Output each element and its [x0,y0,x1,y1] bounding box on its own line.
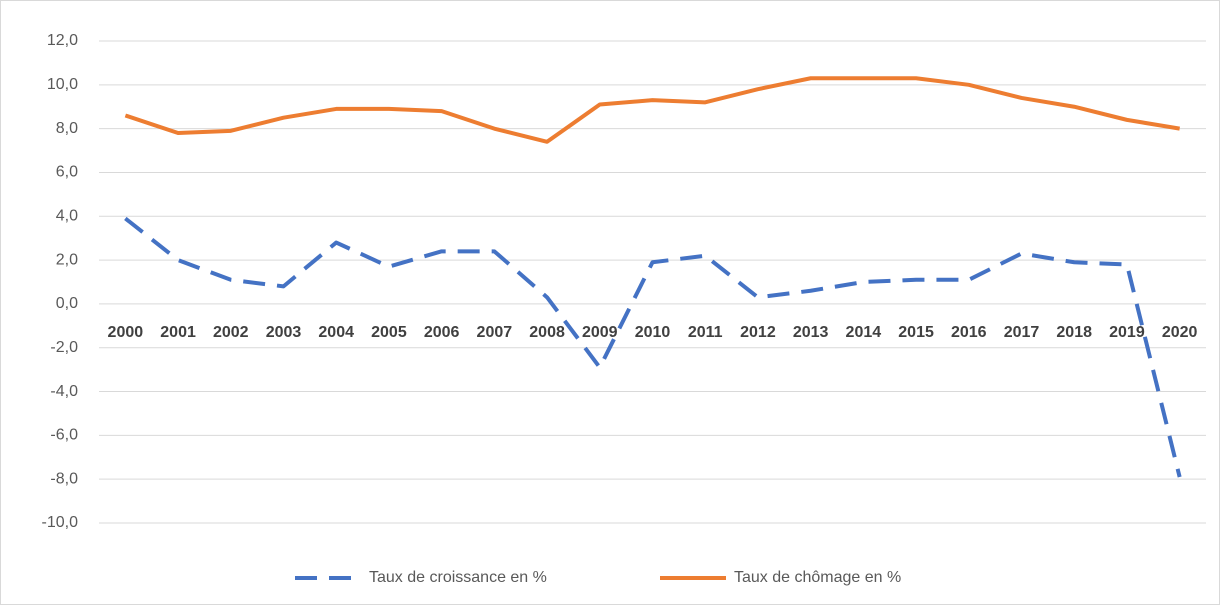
legend-label: Taux de croissance en % [369,569,547,586]
y-tick-label: 2,0 [56,251,78,268]
series-line [124,216,1182,478]
x-tick-label: 2009 [582,324,618,341]
x-tick-label: 2017 [1004,324,1040,341]
x-tick-label: 2001 [160,324,196,341]
x-tick-label: 2008 [529,324,565,341]
y-tick-label: 8,0 [56,120,78,137]
y-tick-label: -6,0 [50,427,78,444]
y-tick-label: -10,0 [42,514,79,531]
x-tick-label: 2013 [793,324,829,341]
x-tick-label: 2016 [951,324,987,341]
x-tick-label: 2003 [266,324,302,341]
x-tick-label: 2015 [898,324,934,341]
x-tick-label: 2004 [318,324,354,341]
y-tick-label: -2,0 [50,339,78,356]
x-tick-label: 2011 [688,324,723,341]
x-tick-label: 2010 [635,324,671,341]
x-tick-label: 2019 [1109,324,1145,341]
y-tick-label: -8,0 [50,470,78,487]
x-tick-label: 2000 [108,324,144,341]
y-tick-label: 12,0 [47,32,78,49]
x-tick-label: 2018 [1056,324,1092,341]
x-tick-label: 2014 [846,324,882,341]
x-tick-label: 2006 [424,324,460,341]
x-tick-label: 2002 [213,324,249,341]
y-tick-label: 10,0 [47,76,78,93]
x-tick-label: 2020 [1162,324,1198,341]
y-tick-label: 0,0 [56,295,78,312]
x-tick-label: 2012 [740,324,776,341]
x-tick-label: 2007 [477,324,513,341]
series-line [124,76,1180,144]
legend-label: Taux de chômage en % [734,569,901,586]
y-tick-label: 6,0 [56,164,78,181]
y-tick-label: 4,0 [56,207,78,224]
x-tick-label: 2005 [371,324,407,341]
y-tick-label: -4,0 [50,383,78,400]
